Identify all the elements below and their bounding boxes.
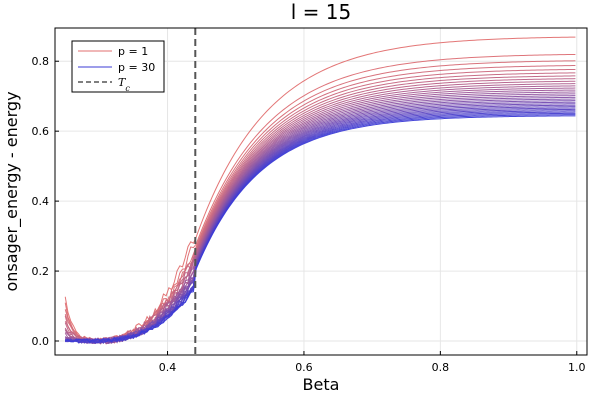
series-layer	[64, 36, 576, 345]
series-line-p29	[64, 114, 576, 344]
tick-layer: 0.4 0.6 0.8 1.0 0.0 0.2 0.4 0.6 0.8	[32, 55, 586, 374]
legend: p = 1 p = 30 Tc	[71, 40, 165, 93]
y-tick-label: 0.6	[32, 125, 50, 138]
x-tick-label: 0.4	[159, 361, 177, 374]
series-line-p18	[65, 98, 576, 344]
series-line-p11	[64, 85, 576, 345]
y-tick-label: 0.0	[32, 335, 50, 348]
series-line-p24	[65, 107, 576, 344]
series-line-p28	[64, 112, 576, 344]
legend-label-tc-main: T	[118, 76, 127, 89]
series-line-p14	[65, 91, 576, 344]
series-line-p2	[64, 53, 576, 345]
y-tick-label: 0.4	[32, 195, 50, 208]
legend-label-p30: p = 30	[118, 61, 155, 74]
y-axis-label: onsager_energy - energy	[2, 91, 22, 291]
series-line-p5	[64, 68, 576, 343]
x-axis-label: Beta	[303, 375, 340, 394]
series-line-p27	[64, 111, 576, 344]
series-line-p21	[65, 103, 576, 344]
legend-label-p1: p = 1	[118, 45, 148, 58]
plot-frame	[54, 27, 588, 356]
legend-label-tc: Tc	[118, 76, 130, 93]
grid-layer	[55, 28, 587, 355]
y-tick-label: 0.2	[32, 265, 50, 278]
y-tick-label: 0.8	[32, 55, 50, 68]
legend-label-tc-sub: c	[125, 84, 130, 93]
x-tick-label: 1.0	[568, 361, 586, 374]
series-line-p23	[64, 106, 576, 344]
x-tick-label: 0.6	[295, 361, 313, 374]
series-line-p6	[64, 72, 576, 343]
series-line-p20	[65, 101, 576, 343]
series-line-p9	[64, 80, 576, 345]
series-line-p25	[65, 108, 576, 344]
series-line-p30	[65, 115, 576, 343]
series-line-p26	[65, 110, 576, 344]
x-tick-label: 0.8	[432, 361, 450, 374]
chart-title: l = 15	[291, 0, 351, 24]
series-line-p7	[64, 75, 576, 343]
series-line-p22	[65, 104, 576, 344]
